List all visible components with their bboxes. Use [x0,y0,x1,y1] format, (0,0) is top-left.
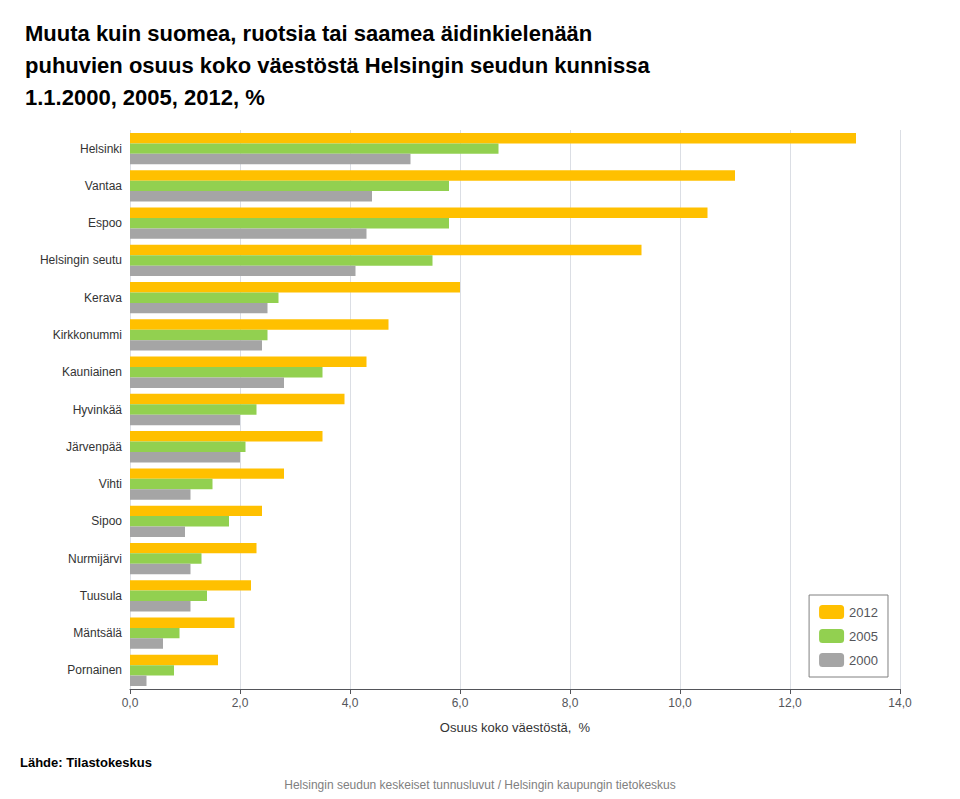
svg-text:2000: 2000 [849,653,878,668]
svg-text:Sipoo: Sipoo [91,514,122,528]
svg-text:Vantaa: Vantaa [85,179,122,193]
svg-text:6,0: 6,0 [452,696,469,710]
svg-text:Pornainen: Pornainen [67,663,122,677]
svg-text:14,0: 14,0 [888,696,912,710]
svg-text:Helsingin seudun keskeiset tun: Helsingin seudun keskeiset tunnusluvut /… [284,778,676,792]
svg-text:8,0: 8,0 [562,696,579,710]
svg-text:2005: 2005 [849,629,878,644]
svg-text:Vihti: Vihti [99,477,122,491]
svg-text:Muuta kuin suomea, ruotsia tai: Muuta kuin suomea, ruotsia tai saamea äi… [25,21,592,46]
svg-text:Järvenpää: Järvenpää [66,440,122,454]
svg-text:10,0: 10,0 [668,696,692,710]
svg-text:2,0: 2,0 [232,696,249,710]
svg-text:Kerava: Kerava [84,291,122,305]
svg-text:Hyvinkää: Hyvinkää [73,403,123,417]
svg-text:Tuusula: Tuusula [80,589,123,603]
svg-text:Kirkkonummi: Kirkkonummi [53,328,122,342]
svg-text:Helsingin seutu: Helsingin seutu [40,253,122,267]
svg-text:Helsinki: Helsinki [80,142,122,156]
svg-text:Nurmijärvi: Nurmijärvi [68,552,122,566]
svg-text:Osuus koko väestöstä, %: Osuus koko väestöstä, % [440,720,591,735]
svg-text:Kauniainen: Kauniainen [62,365,122,379]
svg-text:Lähde: Tilastokeskus: Lähde: Tilastokeskus [20,755,152,770]
svg-text:Espoo: Espoo [88,216,122,230]
svg-text:1.1.2000, 2005, 2012, %: 1.1.2000, 2005, 2012, % [25,85,265,110]
svg-text:0,0: 0,0 [122,696,139,710]
svg-text:2012: 2012 [849,605,878,620]
svg-text:4,0: 4,0 [342,696,359,710]
svg-text:puhuvien osuus koko väestöstä: puhuvien osuus koko väestöstä Helsingin … [25,53,650,78]
svg-text:Mäntsälä: Mäntsälä [73,626,122,640]
svg-text:12,0: 12,0 [778,696,802,710]
